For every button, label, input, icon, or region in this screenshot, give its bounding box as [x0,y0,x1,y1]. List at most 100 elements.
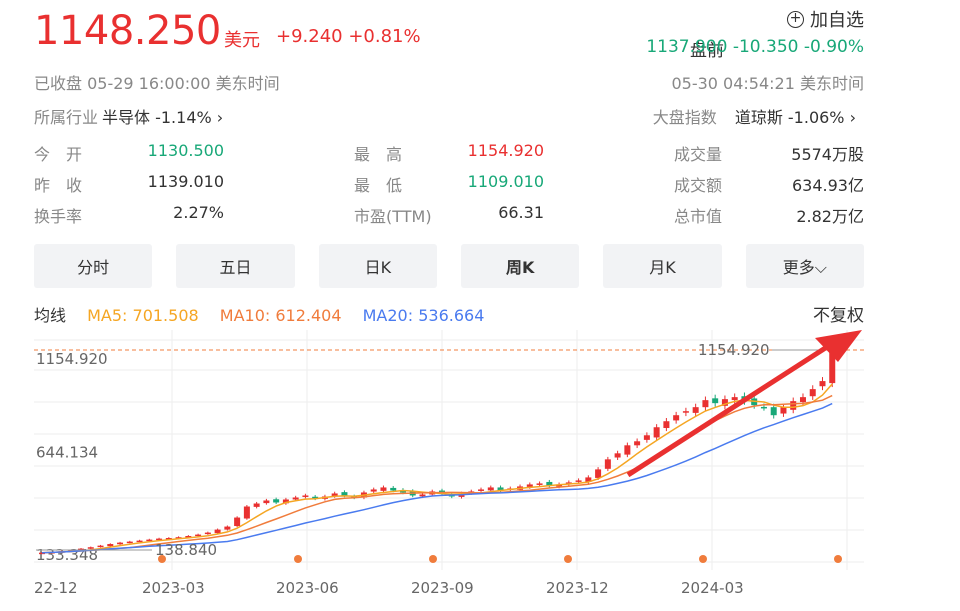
candle-body [214,529,221,534]
ma-label: 均线 [34,306,67,325]
candle-body [224,526,231,530]
event-dot [294,555,302,563]
stat-value: 634.93亿 [792,176,864,195]
ma10-value: MA10: 612.404 [219,306,342,325]
industry-label: 所属行业 [34,108,99,127]
candle-body [165,538,172,540]
candle-body [770,407,777,416]
candle-body [702,400,709,408]
market-status: 已收盘 05-29 16:00:00 美东时间 [34,74,280,93]
candle-body [302,495,309,497]
candle-body [87,547,94,549]
market-index-label: 大盘指数 [652,108,717,127]
candle-body [624,445,631,455]
candle-body [107,544,114,547]
candle-body [243,506,250,519]
stat-label: 最 高 [354,145,403,164]
ma20-value: MA20: 536.664 [362,306,485,325]
candle-body [663,421,670,429]
premarket-time: 05-30 04:54:21 美东时间 [671,74,864,93]
tab-daily-k[interactable]: 日K [318,244,437,288]
candle-body [790,401,797,410]
candle-body [829,351,836,384]
tab-monthly-k[interactable]: 月K [603,244,722,288]
candle-body [673,415,680,421]
y-tick-label: 1154.920 [36,350,108,368]
y-tick-label: 644.134 [36,444,98,462]
event-dot [834,555,842,563]
max-price-label: 1154.920 [698,341,770,359]
candle-body [282,499,289,504]
candle-body [721,399,728,406]
candle-body [292,497,299,500]
ma-legend: 均线 MA5: 701.508 MA10: 612.404 MA20: 536.… [34,302,500,326]
candle-body [614,453,621,458]
x-tick-label: 2023-06 [276,579,339,597]
candle-body [419,494,426,497]
candlestick-chart[interactable]: 1154.920644.134133.3481154.920138.84022-… [0,330,960,611]
tab-more[interactable]: 更多⌵ [745,244,864,288]
candle-body [799,397,806,403]
candle-body [780,407,787,414]
premarket-values: 1137.900 -10.350 -0.90% [646,37,864,57]
add-watchlist-button[interactable]: + 加自选 [787,6,864,32]
trend-arrow-head [815,330,862,362]
tab-five-day[interactable]: 五日 [176,244,295,288]
candle-body [273,499,280,503]
event-dot [158,555,166,563]
premarket-label: 盘前 [690,41,724,61]
candle-body [390,487,397,491]
tab-weekly-k[interactable]: 周K [460,244,580,288]
candle-body [263,500,270,504]
event-dot [429,555,437,563]
trend-arrow-line [626,342,832,478]
industry-link[interactable]: 所属行业 半导体 -1.14% › [34,104,223,128]
candle-body [175,537,182,539]
stat-label: 市盈(TTM) [354,207,432,226]
stat-value: 1109.010 [467,172,544,191]
candle-body [634,441,641,446]
candle-body [380,487,387,491]
candle-body [604,459,611,469]
stat-label: 换手率 [34,207,83,226]
candle-body [497,487,504,491]
currency-unit: 美元 [224,30,260,51]
candle-body [253,503,260,507]
candle-body [331,493,338,497]
tab-intraday[interactable]: 分时 [34,244,153,288]
candle-body [653,427,660,438]
event-dot [699,555,707,563]
stat-value: 5574万股 [791,145,864,164]
ma5-value: MA5: 701.508 [87,306,199,325]
candle-body [643,435,650,440]
candle-body [117,542,124,545]
stat-label: 最 低 [354,176,403,195]
adjust-dropdown[interactable]: 不复权 [813,306,864,326]
candle-body [126,541,133,544]
x-tick-label: 2023-12 [546,579,609,597]
candle-body [760,406,767,409]
stat-label: 成交额 [674,176,723,195]
candle-body [731,397,738,401]
candle-body [546,481,553,486]
stat-label: 成交量 [674,145,723,164]
candle-body [692,407,699,413]
last-price: 1148.250 [34,8,221,54]
candle-body [595,469,602,478]
candle-body [536,483,543,485]
candle-body [185,536,192,538]
industry-value: 半导体 -1.14% › [102,108,224,127]
stat-value: 1130.500 [147,141,224,160]
market-index-link[interactable]: 大盘指数 道琼斯 -1.06% › [653,104,856,128]
period-tabs: 分时 五日 日K 周K 月K 更多⌵ [34,244,864,288]
x-tick-label: 2023-09 [411,579,474,597]
stat-label: 总市值 [674,207,723,226]
candle-body [234,517,241,527]
candle-body [819,381,826,387]
candle-body [195,534,202,537]
market-index-value: 道琼斯 -1.06% › [734,108,856,127]
x-tick-label: 2024-03 [681,579,744,597]
candle-body [136,540,143,543]
candle-body [526,484,533,487]
candle-body [575,480,582,482]
